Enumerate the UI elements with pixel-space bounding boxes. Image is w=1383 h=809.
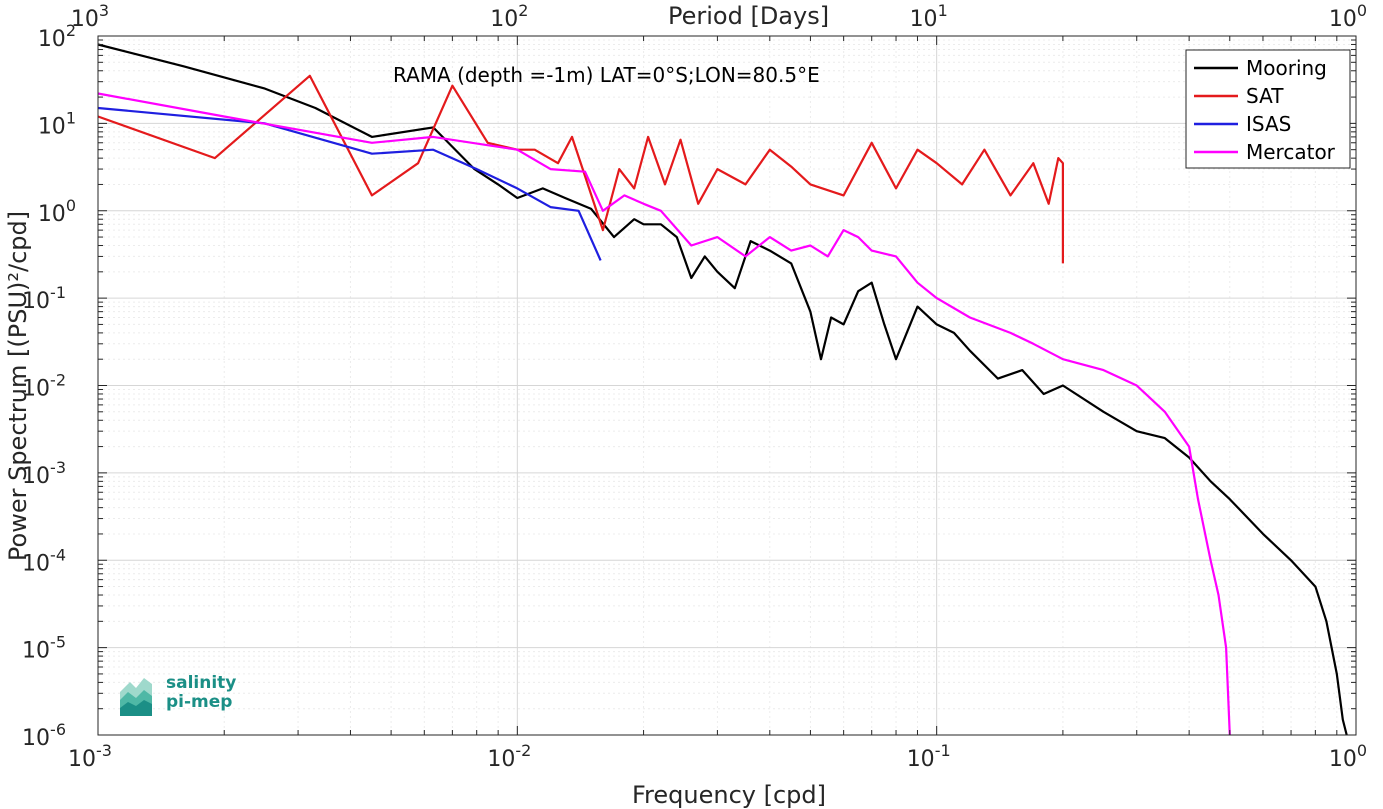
- series-line-sat: [97, 74, 1065, 264]
- y-tick-label: 101: [38, 108, 76, 139]
- top-tick-label: 100: [1329, 1, 1367, 32]
- grid: [97, 35, 1357, 736]
- legend-label: ISAS: [1246, 112, 1291, 136]
- x-tick-label: 10-2: [487, 741, 531, 772]
- logo-line-2: pi-mep: [166, 692, 233, 712]
- y-tick-label: 100: [38, 196, 76, 227]
- series-line-mercator: [97, 92, 1231, 736]
- series-line-isas: [97, 106, 602, 261]
- top-tick-label: 102: [490, 1, 528, 32]
- y-tick-label: 10-3: [22, 458, 66, 489]
- legend-label: SAT: [1246, 84, 1284, 108]
- logo-waves-icon: [120, 678, 152, 716]
- x-tick-label: 10-3: [68, 741, 112, 772]
- tick-labels: 10-3 103 10-2 102 10-1 101 100 100 102 101 100 10-1…: [22, 1, 1367, 772]
- x-tick-label: 10-1: [907, 741, 951, 772]
- series-lines: [97, 43, 1348, 736]
- logo-line-1: salinity: [166, 673, 237, 693]
- y-tick-label: 10-6: [22, 720, 66, 751]
- y-tick-label: 102: [38, 21, 76, 52]
- y-tick-label: 10-2: [22, 371, 66, 402]
- axis-ticks: [97, 35, 1357, 736]
- legend-label: Mooring: [1246, 56, 1327, 80]
- y-tick-label: 10-4: [22, 545, 66, 576]
- legend-label: Mercator: [1246, 140, 1336, 164]
- x-axis-label: Frequency [cpd]: [632, 781, 826, 809]
- chart-title: RAMA (depth =-1m) LAT=0°S;LON=80.5°E: [393, 63, 820, 87]
- top-axis-label: Period [Days]: [668, 2, 829, 30]
- salinity-pi-mep-logo: salinity pi-mep: [116, 672, 246, 722]
- y-axis-label: Power Spectrum [(PSU)²/cpd]: [4, 211, 32, 561]
- legend-box: [1185, 49, 1351, 169]
- x-tick-label: 100: [1329, 741, 1367, 772]
- legend: Mooring SAT ISAS Mercator: [1185, 49, 1351, 169]
- y-tick-label: 10-5: [22, 633, 66, 664]
- y-tick-label: 10-1: [22, 283, 66, 314]
- series-line-mooring: [97, 43, 1348, 736]
- top-tick-label: 103: [71, 1, 109, 32]
- top-tick-label: 101: [910, 1, 948, 32]
